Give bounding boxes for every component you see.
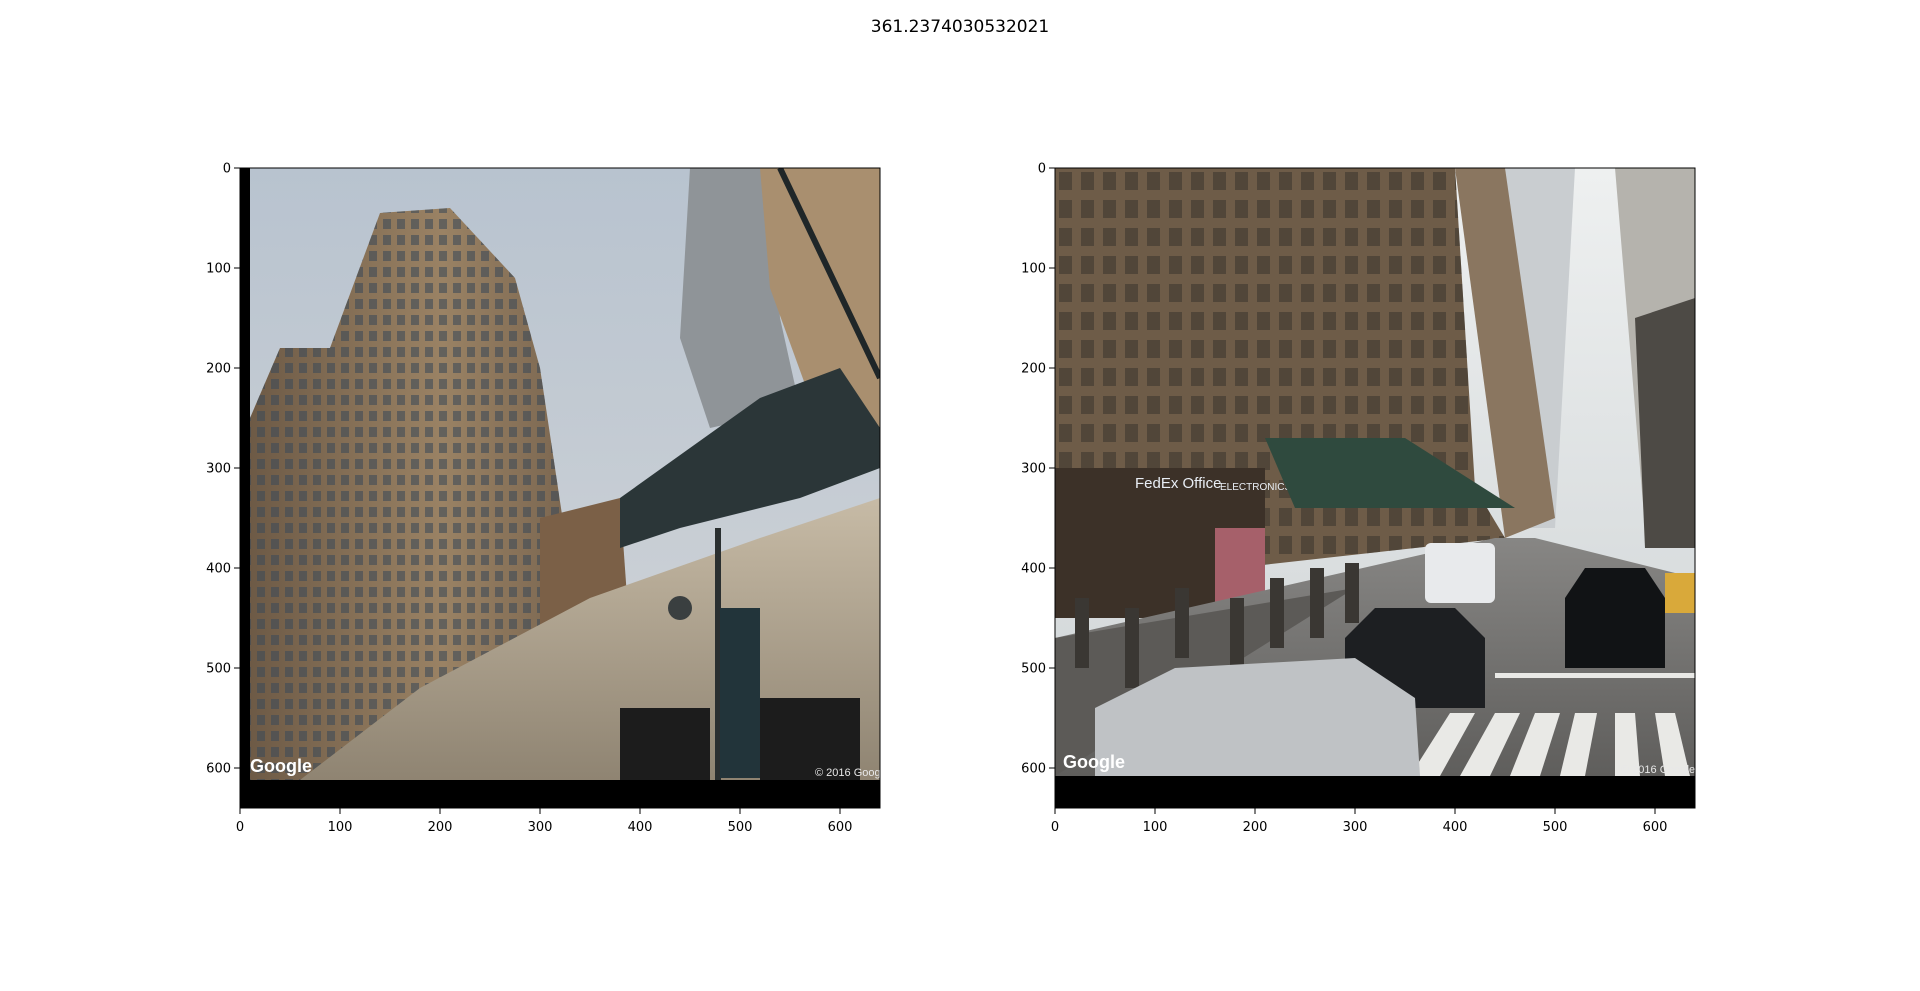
y-tick-label: 400 <box>1021 562 1046 577</box>
black-cadillac <box>1565 568 1665 668</box>
copyright-label: © 2016 Goog <box>815 767 881 779</box>
y-tick-label: 0 <box>1038 162 1046 177</box>
steel-structure <box>620 368 880 548</box>
y-tick-label: 0 <box>223 162 231 177</box>
right-photo: FedEx Office ELECTRONICS <box>1055 168 1695 808</box>
x-tick-label: 600 <box>1643 820 1668 835</box>
left-frame <box>239 167 881 809</box>
x-tick-label: 500 <box>728 820 753 835</box>
y-tick-label: 200 <box>206 362 231 377</box>
google-watermark: Google <box>250 756 312 776</box>
silver-suv <box>1095 658 1420 776</box>
right-axes: FedEx Office ELECTRONICS <box>1021 162 1696 835</box>
x-tick-label: 400 <box>1443 820 1468 835</box>
x-tick-label: 0 <box>1051 820 1059 835</box>
fedex-sign: FedEx Office <box>1135 475 1221 492</box>
y-tick-label: 300 <box>206 462 231 477</box>
y-tick-label: 600 <box>1021 762 1046 777</box>
x-tick-label: 0 <box>236 820 244 835</box>
y-tick-label: 100 <box>206 262 231 277</box>
green-canopy <box>1265 438 1515 508</box>
y-tick-label: 600 <box>206 762 231 777</box>
y-tick-label: 300 <box>1021 462 1046 477</box>
y-tick-label: 100 <box>1021 262 1046 277</box>
crosswalk <box>1410 673 1695 776</box>
x-tick-label: 500 <box>1543 820 1568 835</box>
right-frame <box>1054 167 1696 809</box>
left-y-axis: 0 100 200 300 400 500 600 <box>206 162 240 777</box>
pedestrians <box>1075 563 1359 688</box>
x-tick-label: 600 <box>828 820 853 835</box>
x-tick-label: 200 <box>428 820 453 835</box>
x-tick-label: 300 <box>528 820 553 835</box>
right-image-panel: FedEx Office ELECTRONICS <box>1015 158 1755 878</box>
yellow-taxi <box>1665 573 1695 613</box>
y-tick-label: 400 <box>206 562 231 577</box>
x-tick-label: 400 <box>628 820 653 835</box>
left-axes: Google © 2016 Goog 0 100 200 300 400 500 600 0… <box>206 162 881 835</box>
y-tick-label: 500 <box>206 662 231 677</box>
x-tick-label: 100 <box>1143 820 1168 835</box>
y-tick-label: 200 <box>1021 362 1046 377</box>
left-x-axis: 0 100 200 300 400 500 600 <box>236 808 853 835</box>
right-y-axis: 0 100 200 300 400 500 600 <box>1021 162 1055 777</box>
x-tick-label: 100 <box>328 820 353 835</box>
white-van <box>1425 543 1495 603</box>
right-x-axis: 0 100 200 300 400 500 600 <box>1051 808 1668 835</box>
electronics-sign: ELECTRONICS <box>1220 482 1291 493</box>
left-image-panel: Google © 2016 Goog 0 100 200 300 400 500 600 0… <box>200 158 940 878</box>
google-watermark: Google <box>1063 752 1125 772</box>
copyright-label: © 2016 Google <box>1621 764 1695 776</box>
x-tick-label: 300 <box>1343 820 1368 835</box>
x-tick-label: 200 <box>1243 820 1268 835</box>
figure-title: 361.2374030532021 <box>870 17 1050 37</box>
y-tick-label: 500 <box>1021 662 1046 677</box>
left-photo: Google © 2016 Goog <box>240 168 881 808</box>
street-lamp <box>715 528 721 780</box>
